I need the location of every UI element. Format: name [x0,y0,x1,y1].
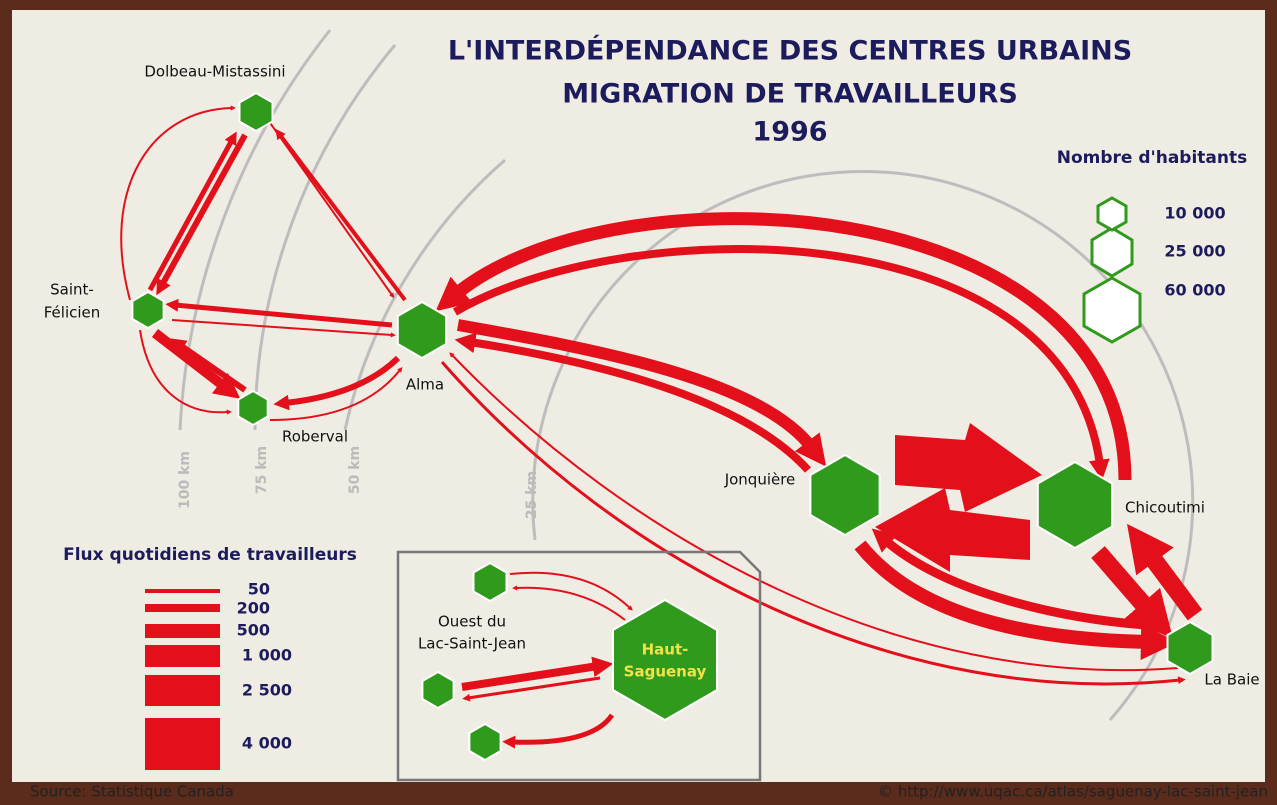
settlement [238,91,274,133]
place-label: Dolbeau-Mistassini [144,63,285,81]
settlement [612,598,718,722]
settlement [1166,620,1214,676]
place-label: Lac-Saint-Jean [418,635,526,653]
source: Source: Statistique Canada [30,783,234,801]
distance-label: 100 km [177,451,193,509]
title: 1996 [752,117,827,148]
inset-frame [396,550,762,782]
place-label: Jonquière [724,471,796,489]
legend-label: 200 [237,599,270,618]
flows [120,105,1203,749]
flow-legend-bars [145,589,220,770]
settlement [468,722,502,762]
legend-label: 50 [248,580,270,599]
distance-label: 50 km [347,446,363,494]
legend-title: Nombre d'habitants [1057,148,1248,168]
settlement [421,670,455,710]
place-label: Félicien [44,304,101,322]
legend-label: 2 500 [242,681,292,700]
settlement [472,561,508,603]
legend-label: 25 000 [1164,242,1225,261]
place-label: Alma [406,376,444,394]
legend-label: 60 000 [1164,281,1225,300]
settlement [1036,460,1114,550]
legend-label: 1 000 [242,646,292,665]
settlement [131,290,165,330]
place-label: La Baie [1204,671,1259,689]
settlement [809,453,881,537]
population-legend-shapes [1082,196,1142,344]
place-label: Chicoutimi [1125,499,1205,517]
credit: © http://www.uqac.ca/atlas/saguenay-lac-… [878,783,1268,801]
place-label: Roberval [282,428,348,446]
title: MIGRATION DE TRAVAILLEURS [562,79,1018,110]
title: L'INTERDÉPENDANCE DES CENTRES URBAINS [448,35,1132,67]
place-label: Ouest du [438,613,506,631]
settlement [396,300,448,360]
legend-label: 500 [237,621,270,640]
legend-label: 10 000 [1164,204,1225,223]
place-label: Haut- [642,641,689,659]
settlement [237,389,269,427]
distance-label: 75 km [254,446,270,494]
legend-label: 4 000 [242,734,292,753]
distance-rings [178,29,1195,721]
place-label: Saguenay [624,663,707,681]
settlements [131,91,1214,762]
distance-label: 25 km [524,471,540,519]
place-label: Saint- [50,281,94,299]
legend-title: Flux quotidiens de travailleurs [63,545,357,565]
